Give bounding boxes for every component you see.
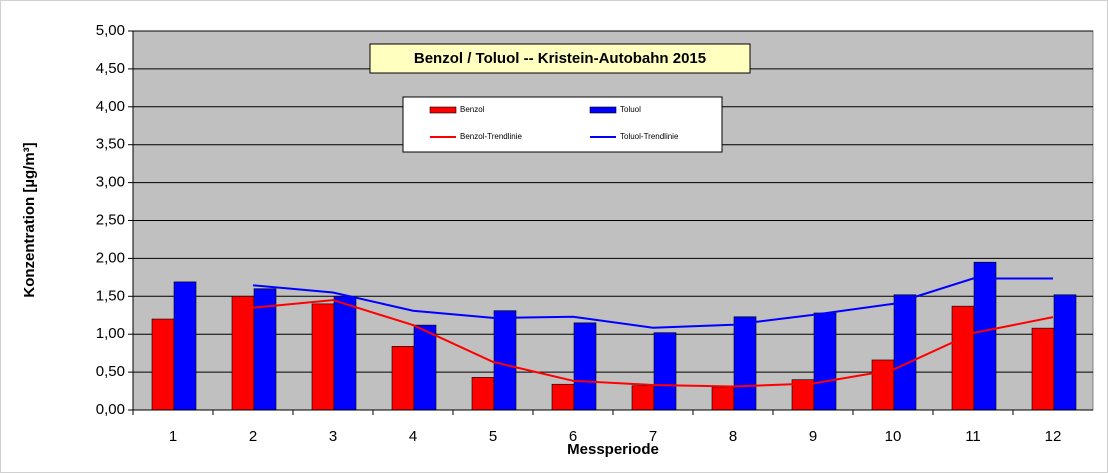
x-tick-label: 8 bbox=[729, 428, 737, 445]
bar bbox=[311, 303, 335, 411]
bar bbox=[711, 386, 735, 411]
x-tick-label: 10 bbox=[885, 428, 902, 445]
x-tick-label: 11 bbox=[965, 428, 981, 445]
x-tick-label: 6 bbox=[569, 428, 577, 445]
y-tick-label: 1,50 bbox=[96, 287, 125, 304]
y-tick-label: 5,00 bbox=[96, 22, 125, 39]
bar bbox=[471, 377, 495, 411]
bar bbox=[1053, 294, 1077, 411]
y-axis-label: Konzentration [µg/m³] bbox=[21, 142, 38, 297]
bar bbox=[151, 318, 175, 411]
bar bbox=[973, 261, 997, 411]
y-tick-label: 2,50 bbox=[96, 211, 125, 228]
x-tick-label: 7 bbox=[649, 428, 657, 445]
legend-swatch bbox=[589, 106, 617, 114]
bar bbox=[871, 359, 895, 411]
bar bbox=[493, 310, 517, 411]
bar bbox=[893, 294, 917, 411]
y-tick-label: 2,00 bbox=[96, 249, 125, 266]
bar bbox=[573, 322, 597, 411]
bar bbox=[551, 383, 575, 411]
chart-title: Benzol / Toluol -- Kristein-Autobahn 201… bbox=[414, 50, 706, 67]
legend-swatch bbox=[429, 106, 457, 114]
bar bbox=[231, 295, 255, 411]
y-tick-label: 1,00 bbox=[96, 325, 125, 342]
y-tick-label: 0,50 bbox=[96, 363, 125, 380]
title-box bbox=[369, 43, 751, 74]
x-tick-label: 12 bbox=[1045, 428, 1062, 445]
bar bbox=[1031, 327, 1055, 411]
bar bbox=[631, 385, 655, 411]
y-tick-label: 4,50 bbox=[96, 60, 125, 77]
x-tick-label: 3 bbox=[329, 428, 337, 445]
x-tick-label: 1 bbox=[169, 428, 177, 445]
x-tick-label: 9 bbox=[809, 428, 817, 445]
bar bbox=[733, 316, 757, 411]
legend-label: Toluol bbox=[620, 105, 641, 114]
x-tick-label: 4 bbox=[409, 428, 417, 445]
bar bbox=[951, 305, 975, 411]
legend-label: Benzol bbox=[460, 105, 485, 114]
legend-label: Benzol-Trendlinie bbox=[460, 132, 523, 141]
bar bbox=[813, 312, 837, 411]
bar bbox=[391, 346, 415, 411]
x-axis-label: Messperiode bbox=[567, 441, 659, 458]
bar bbox=[333, 295, 357, 411]
x-tick-label: 5 bbox=[489, 428, 497, 445]
y-tick-label: 4,00 bbox=[96, 98, 125, 115]
bar bbox=[413, 324, 437, 411]
trend-line bbox=[252, 277, 1053, 329]
x-tick-label: 2 bbox=[249, 428, 257, 445]
legend-label: Toluol-Trendlinie bbox=[620, 132, 679, 141]
y-tick-label: 3,50 bbox=[96, 136, 125, 153]
legend-box bbox=[402, 96, 723, 153]
trend-line bbox=[252, 299, 1054, 388]
y-tick-label: 3,00 bbox=[96, 174, 125, 191]
y-tick-label: 0,00 bbox=[96, 401, 125, 418]
bar bbox=[653, 332, 677, 411]
bar bbox=[173, 281, 197, 411]
